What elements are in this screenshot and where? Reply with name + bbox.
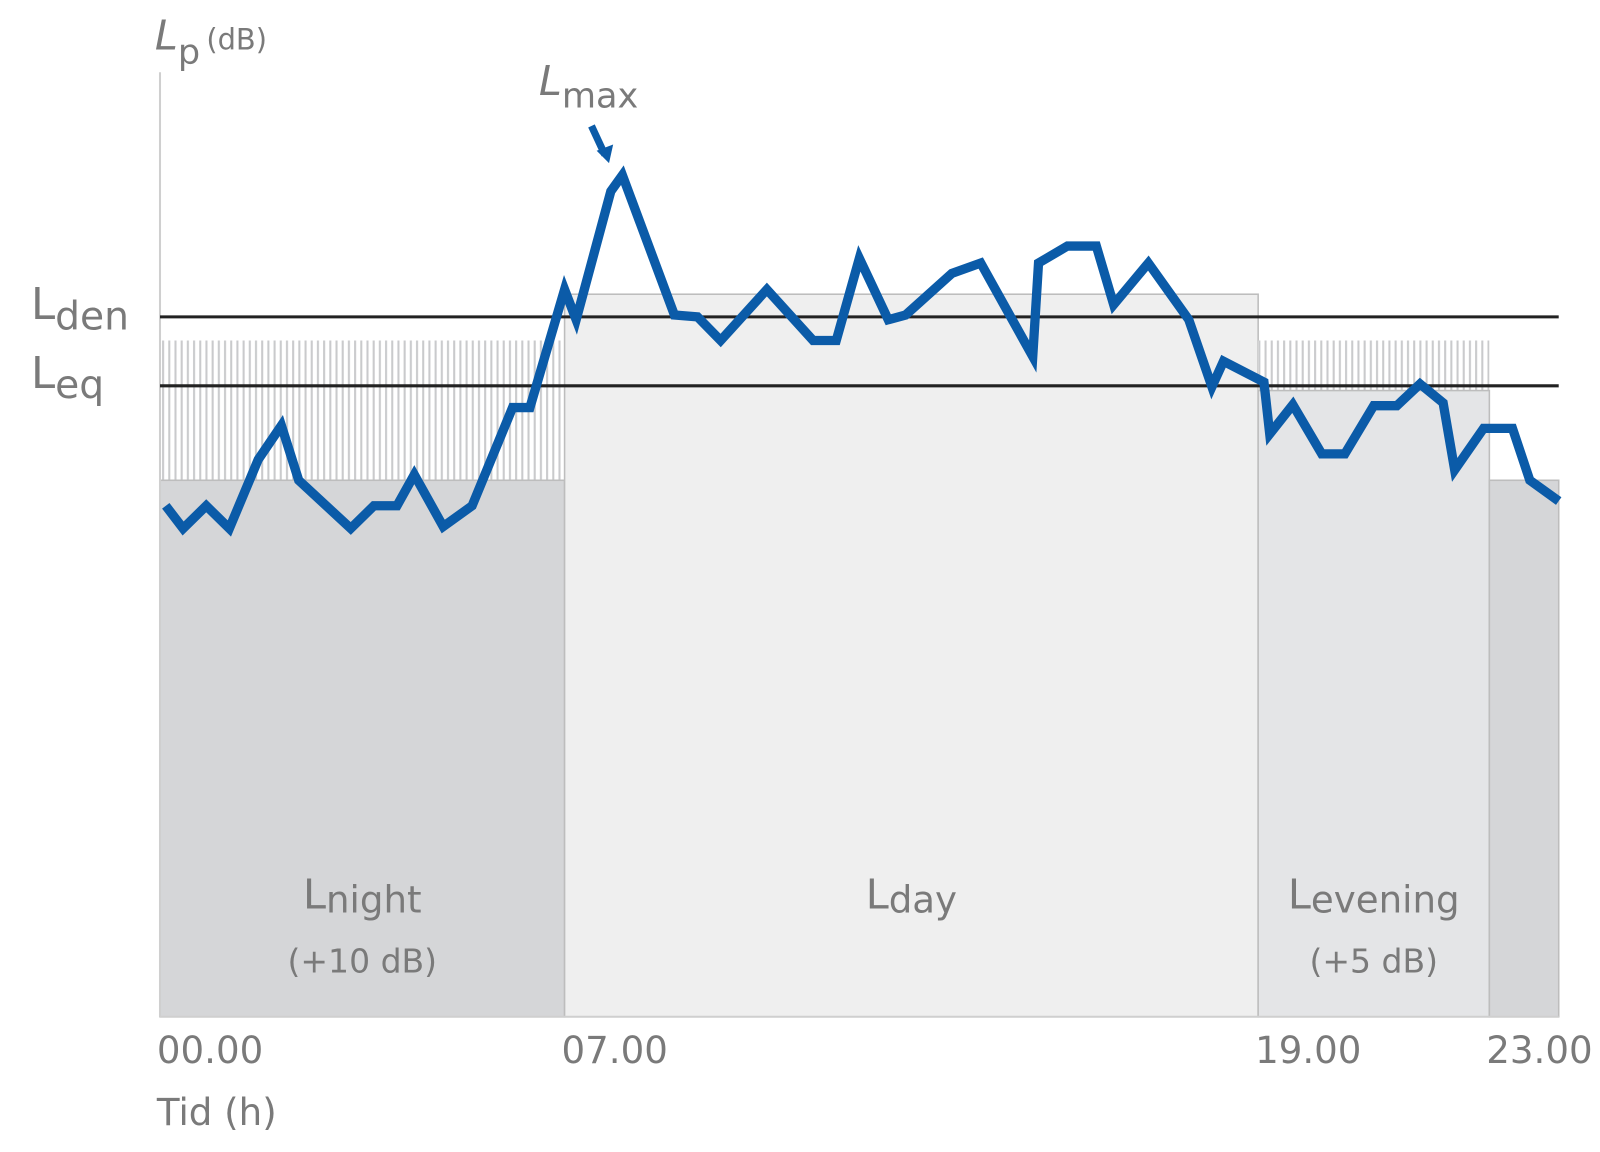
x-tick-label: 00.00 <box>157 1029 263 1072</box>
period-block <box>1257 389 1491 1018</box>
period-block <box>563 293 1259 1018</box>
period-label-sub: evening <box>1311 879 1460 922</box>
reference-label: Lden <box>31 280 129 339</box>
x-tick-label: 23.00 <box>1486 1029 1592 1072</box>
annotation-sub: max <box>562 75 638 116</box>
period-label-main: L <box>866 870 889 918</box>
annotation-arrowhead <box>596 144 614 164</box>
hatch-band <box>160 340 565 481</box>
x-tick-label: 19.00 <box>1255 1029 1361 1072</box>
data-line <box>162 165 1562 537</box>
reference-label-main: L <box>31 349 55 399</box>
x-tick-label: 07.00 <box>561 1029 667 1072</box>
reference-label-sub: eq <box>55 363 104 408</box>
period-label-sub: day <box>889 879 957 922</box>
reference-label-sub: den <box>55 294 129 339</box>
y-label-main: L <box>155 12 178 60</box>
reference-label-main: L <box>31 280 55 330</box>
hatch-band <box>1258 340 1490 391</box>
period-label-sub: night <box>326 879 422 922</box>
y-label-unit: (dB) <box>206 23 267 57</box>
reference-label: Leq <box>31 349 104 408</box>
period-label: Lday <box>866 870 957 921</box>
period-block <box>159 479 566 1018</box>
x-axis-label: Tid (h) <box>156 1091 277 1134</box>
y-label-sub: p <box>178 32 200 73</box>
period-label-main: L <box>1288 870 1311 918</box>
period-label: Levening <box>1288 870 1460 921</box>
period-block <box>1488 479 1560 1018</box>
period-note: (+5 dB) <box>1309 941 1438 980</box>
period-note: (+10 dB) <box>288 941 438 980</box>
annotation-main: L <box>539 57 562 105</box>
period-label-main: L <box>303 870 326 918</box>
backgrounds <box>159 293 1560 1018</box>
period-label: Lnight <box>303 870 422 921</box>
y-axis-label: Lp (dB) <box>155 12 267 73</box>
annotation: Lmax <box>539 57 638 116</box>
